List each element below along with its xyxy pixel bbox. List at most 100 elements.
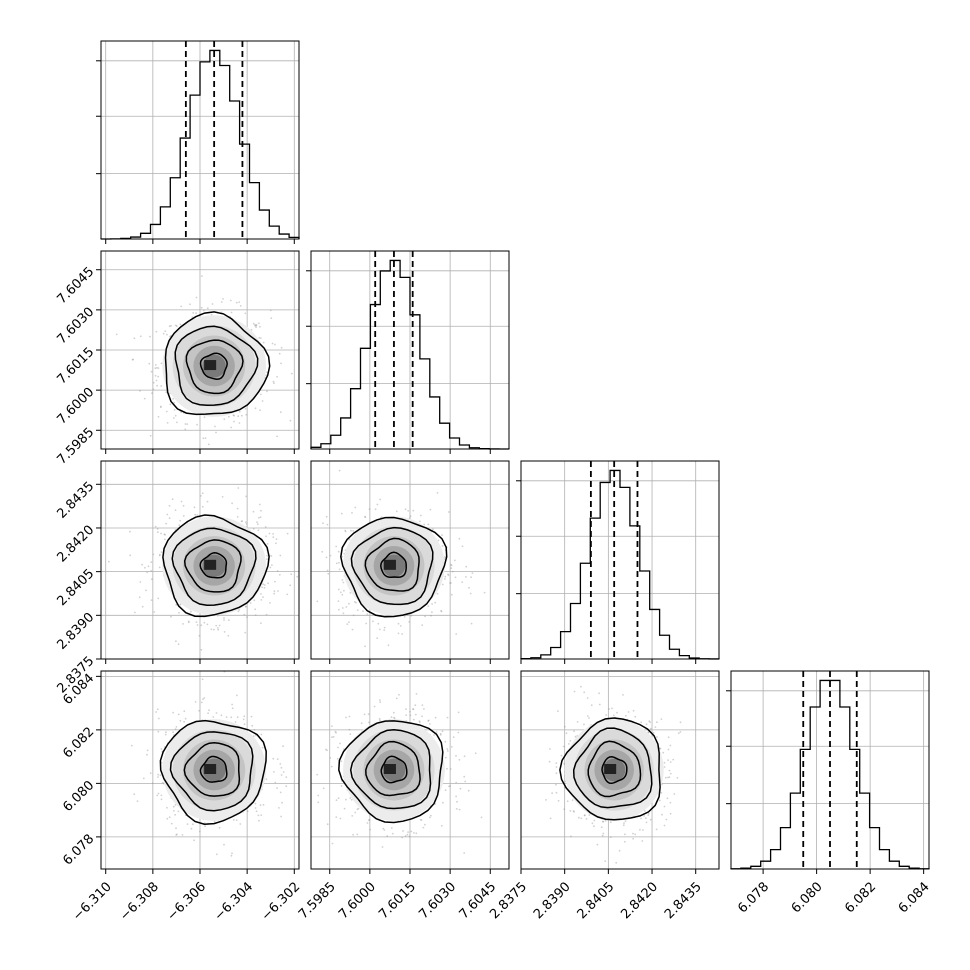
sample-point xyxy=(337,746,339,749)
sample-point xyxy=(329,554,332,557)
sample-point xyxy=(243,613,246,616)
sample-point xyxy=(211,303,214,305)
sample-point xyxy=(285,776,288,778)
sample-point xyxy=(457,711,460,714)
sample-point xyxy=(164,533,166,536)
sample-point xyxy=(557,710,559,713)
sample-point xyxy=(327,572,330,575)
sample-point xyxy=(156,531,159,534)
sample-point xyxy=(150,570,153,572)
sample-point xyxy=(483,591,486,594)
density-contour xyxy=(183,741,241,797)
sample-point xyxy=(285,785,288,788)
sample-point xyxy=(263,587,266,589)
sample-point xyxy=(602,832,605,835)
sample-point xyxy=(172,417,175,419)
sample-point xyxy=(660,718,663,720)
sample-point xyxy=(273,382,275,385)
sample-point xyxy=(152,381,155,384)
sample-point xyxy=(398,693,400,696)
sample-point xyxy=(149,772,152,774)
density-contour xyxy=(159,719,267,825)
sample-point xyxy=(196,514,199,516)
sample-point xyxy=(278,807,280,809)
sample-point xyxy=(461,545,464,548)
sample-point xyxy=(175,827,177,830)
sample-point xyxy=(259,516,262,519)
density-contour xyxy=(349,728,432,810)
sample-point xyxy=(157,773,160,776)
sample-point xyxy=(345,716,347,719)
sample-point xyxy=(563,762,566,765)
sample-point xyxy=(420,514,422,517)
sample-point xyxy=(192,312,195,314)
sample-point xyxy=(424,615,426,618)
sample-point xyxy=(220,714,223,717)
sample-point xyxy=(206,623,209,626)
sample-point xyxy=(622,824,625,827)
sample-point xyxy=(180,500,183,503)
sample-point xyxy=(139,335,142,338)
sample-point xyxy=(598,692,600,695)
sample-point xyxy=(138,596,141,599)
sample-point xyxy=(196,423,199,426)
sample-point xyxy=(573,690,576,693)
sample-point xyxy=(190,827,193,830)
sample-point xyxy=(457,731,460,734)
sample-point xyxy=(414,713,417,716)
sample-point xyxy=(172,398,175,400)
sample-point xyxy=(338,561,340,564)
sample-point xyxy=(369,828,371,831)
sample-point xyxy=(356,808,359,811)
sample-point xyxy=(172,711,175,714)
sample-point xyxy=(647,812,650,815)
sample-point xyxy=(652,732,655,734)
sample-point xyxy=(281,801,283,804)
sample-point xyxy=(255,326,257,329)
sample-point xyxy=(663,766,666,768)
sample-point xyxy=(335,562,338,565)
sample-point xyxy=(254,807,257,809)
sample-point xyxy=(108,560,110,563)
sample-point xyxy=(156,384,159,387)
sample-point xyxy=(608,708,610,710)
sample-point xyxy=(262,803,265,806)
sample-point xyxy=(132,358,135,361)
sample-point xyxy=(154,374,157,377)
sample-point xyxy=(345,798,347,801)
sample-point xyxy=(583,814,586,817)
sample-point xyxy=(253,599,256,602)
sample-point xyxy=(357,807,360,810)
sample-point xyxy=(261,400,264,402)
sample-point xyxy=(341,607,344,609)
sample-point xyxy=(331,842,334,845)
sample-point xyxy=(193,839,196,842)
sample-point xyxy=(133,337,136,340)
sample-point xyxy=(282,745,284,748)
sample-point xyxy=(662,751,665,754)
sample-point xyxy=(243,715,246,718)
density-contour xyxy=(587,740,642,798)
sample-point xyxy=(470,576,472,579)
density-contour xyxy=(340,516,448,618)
sample-point xyxy=(374,508,377,511)
sample-point xyxy=(386,835,389,837)
sample-point xyxy=(322,522,324,524)
sample-point xyxy=(244,605,247,608)
sample-point xyxy=(168,325,171,328)
sample-point xyxy=(444,556,446,558)
sample-point xyxy=(236,507,239,510)
sample-point xyxy=(165,731,167,734)
sample-point xyxy=(157,730,160,733)
sample-point xyxy=(570,835,572,838)
sample-point xyxy=(642,829,644,831)
sample-point xyxy=(227,634,230,637)
sample-point xyxy=(274,580,276,583)
sample-point xyxy=(175,834,178,836)
sample-point xyxy=(286,593,289,596)
sample-point xyxy=(225,716,228,718)
sample-point xyxy=(407,510,410,512)
sample-point xyxy=(200,306,203,309)
sample-point xyxy=(668,776,671,779)
